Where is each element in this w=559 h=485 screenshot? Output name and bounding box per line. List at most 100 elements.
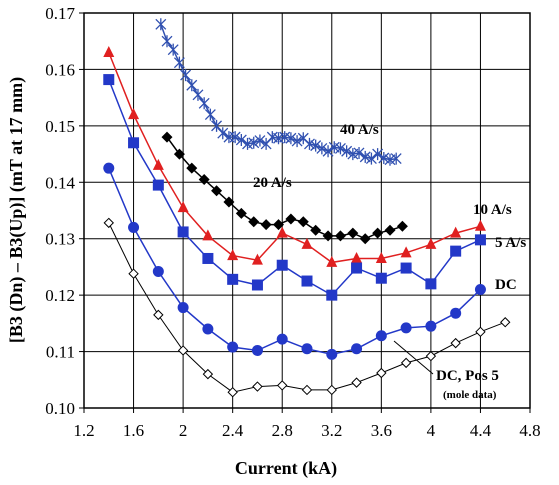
label-dc: DC (495, 277, 517, 293)
diamond-marker (273, 219, 285, 231)
open-diamond-marker (400, 357, 412, 369)
triangle-marker (251, 253, 263, 265)
y-tick-label: 0.17 (45, 4, 75, 23)
asterisk-marker (390, 152, 402, 165)
diamond-marker (310, 224, 322, 236)
triangle-marker (152, 158, 164, 170)
diamond-marker (211, 185, 223, 197)
label-40-as: 40 A/s (340, 122, 379, 138)
series-2 (103, 46, 486, 267)
circle-marker (152, 265, 164, 277)
series-line (108, 79, 481, 297)
y-tick-label: 0.14 (45, 173, 75, 192)
circle-marker (276, 333, 288, 345)
x-tick-label: 2.8 (272, 421, 293, 440)
asterisk-marker (291, 135, 303, 148)
square-marker (103, 74, 115, 86)
square-marker (351, 262, 363, 274)
asterisk-marker (304, 137, 315, 150)
asterisk-marker (167, 43, 179, 56)
asterisk-marker (285, 132, 297, 145)
x-tick-label: 1.2 (73, 421, 94, 440)
asterisk-marker (186, 79, 198, 92)
diamond-marker (260, 219, 272, 231)
circle-marker (251, 344, 263, 356)
triangle-marker (103, 46, 115, 57)
y-tick-label: 0.16 (45, 60, 75, 79)
square-marker (425, 278, 437, 290)
asterisk-marker (198, 97, 210, 110)
square-marker (202, 252, 214, 264)
x-tick-label: 4 (427, 421, 436, 440)
series-line (108, 52, 481, 264)
asterisk-marker (204, 108, 216, 121)
square-marker (400, 262, 412, 274)
triangle-marker (474, 219, 486, 231)
asterisk-marker (192, 88, 204, 101)
x-tick-label: 1.6 (123, 421, 144, 440)
open-diamond-marker (326, 384, 337, 396)
circle-marker (351, 343, 363, 355)
diamond-marker (223, 196, 235, 208)
x-tick-label: 3.2 (321, 421, 342, 440)
square-marker (152, 179, 164, 191)
square-marker (276, 259, 288, 271)
series-layer (103, 18, 511, 398)
asterisk-marker (365, 152, 377, 165)
asterisk-marker (372, 148, 384, 161)
circle-marker (326, 348, 338, 360)
square-marker (474, 234, 486, 246)
open-diamond-marker (301, 384, 313, 396)
circle-marker (128, 221, 140, 233)
square-marker (326, 289, 338, 301)
open-diamond-marker (153, 309, 164, 321)
y-tick-label: 0.10 (45, 399, 75, 418)
square-marker (227, 273, 239, 285)
plot-area (83, 12, 531, 409)
circle-marker (202, 323, 214, 335)
open-diamond-marker (376, 367, 387, 379)
open-diamond-marker (252, 381, 263, 392)
open-diamond-marker (227, 386, 238, 398)
square-marker (177, 226, 189, 238)
asterisk-marker (229, 131, 241, 144)
diamond-marker (248, 216, 260, 228)
label-mole-data: (mole data) (443, 389, 497, 401)
asterisk-marker (322, 145, 334, 158)
x-axis-ticks: 1.2 1.6 2 2.4 2.8 3.2 3.6 4 4.4 4.8 (73, 408, 541, 440)
dc-pos5-leader-line (393, 340, 434, 375)
diamond-marker (285, 213, 297, 225)
square-marker (301, 275, 313, 287)
circle-marker (425, 320, 437, 332)
open-diamond-marker (202, 368, 214, 380)
triangle-marker (326, 255, 338, 267)
open-diamond-marker (450, 337, 461, 349)
asterisk-marker (180, 69, 192, 82)
triangle-marker (400, 246, 412, 258)
asterisk-marker (353, 146, 365, 159)
circle-marker (227, 341, 239, 353)
open-diamond-marker (103, 217, 114, 229)
diamond-marker (384, 224, 396, 236)
asterisk-marker (161, 35, 173, 48)
x-tick-label: 2.4 (222, 421, 244, 440)
open-diamond-marker (425, 350, 437, 362)
triangle-marker (375, 251, 387, 263)
asterisk-marker (310, 139, 322, 152)
triangle-marker (425, 237, 437, 249)
asterisk-marker (173, 56, 185, 69)
label-10-as: 10 A/s (473, 202, 512, 218)
diamond-marker (173, 148, 185, 160)
asterisk-marker (155, 18, 167, 31)
series-0 (155, 18, 402, 166)
x-tick-label: 2 (179, 421, 188, 440)
circle-marker (474, 284, 486, 295)
circle-marker (400, 322, 412, 334)
square-marker (251, 279, 263, 291)
triangle-marker (227, 249, 239, 261)
triangle-marker (351, 251, 363, 263)
label-20-as: 20 A/s (253, 175, 292, 191)
series-3 (103, 74, 486, 301)
asterisk-marker (235, 133, 247, 146)
